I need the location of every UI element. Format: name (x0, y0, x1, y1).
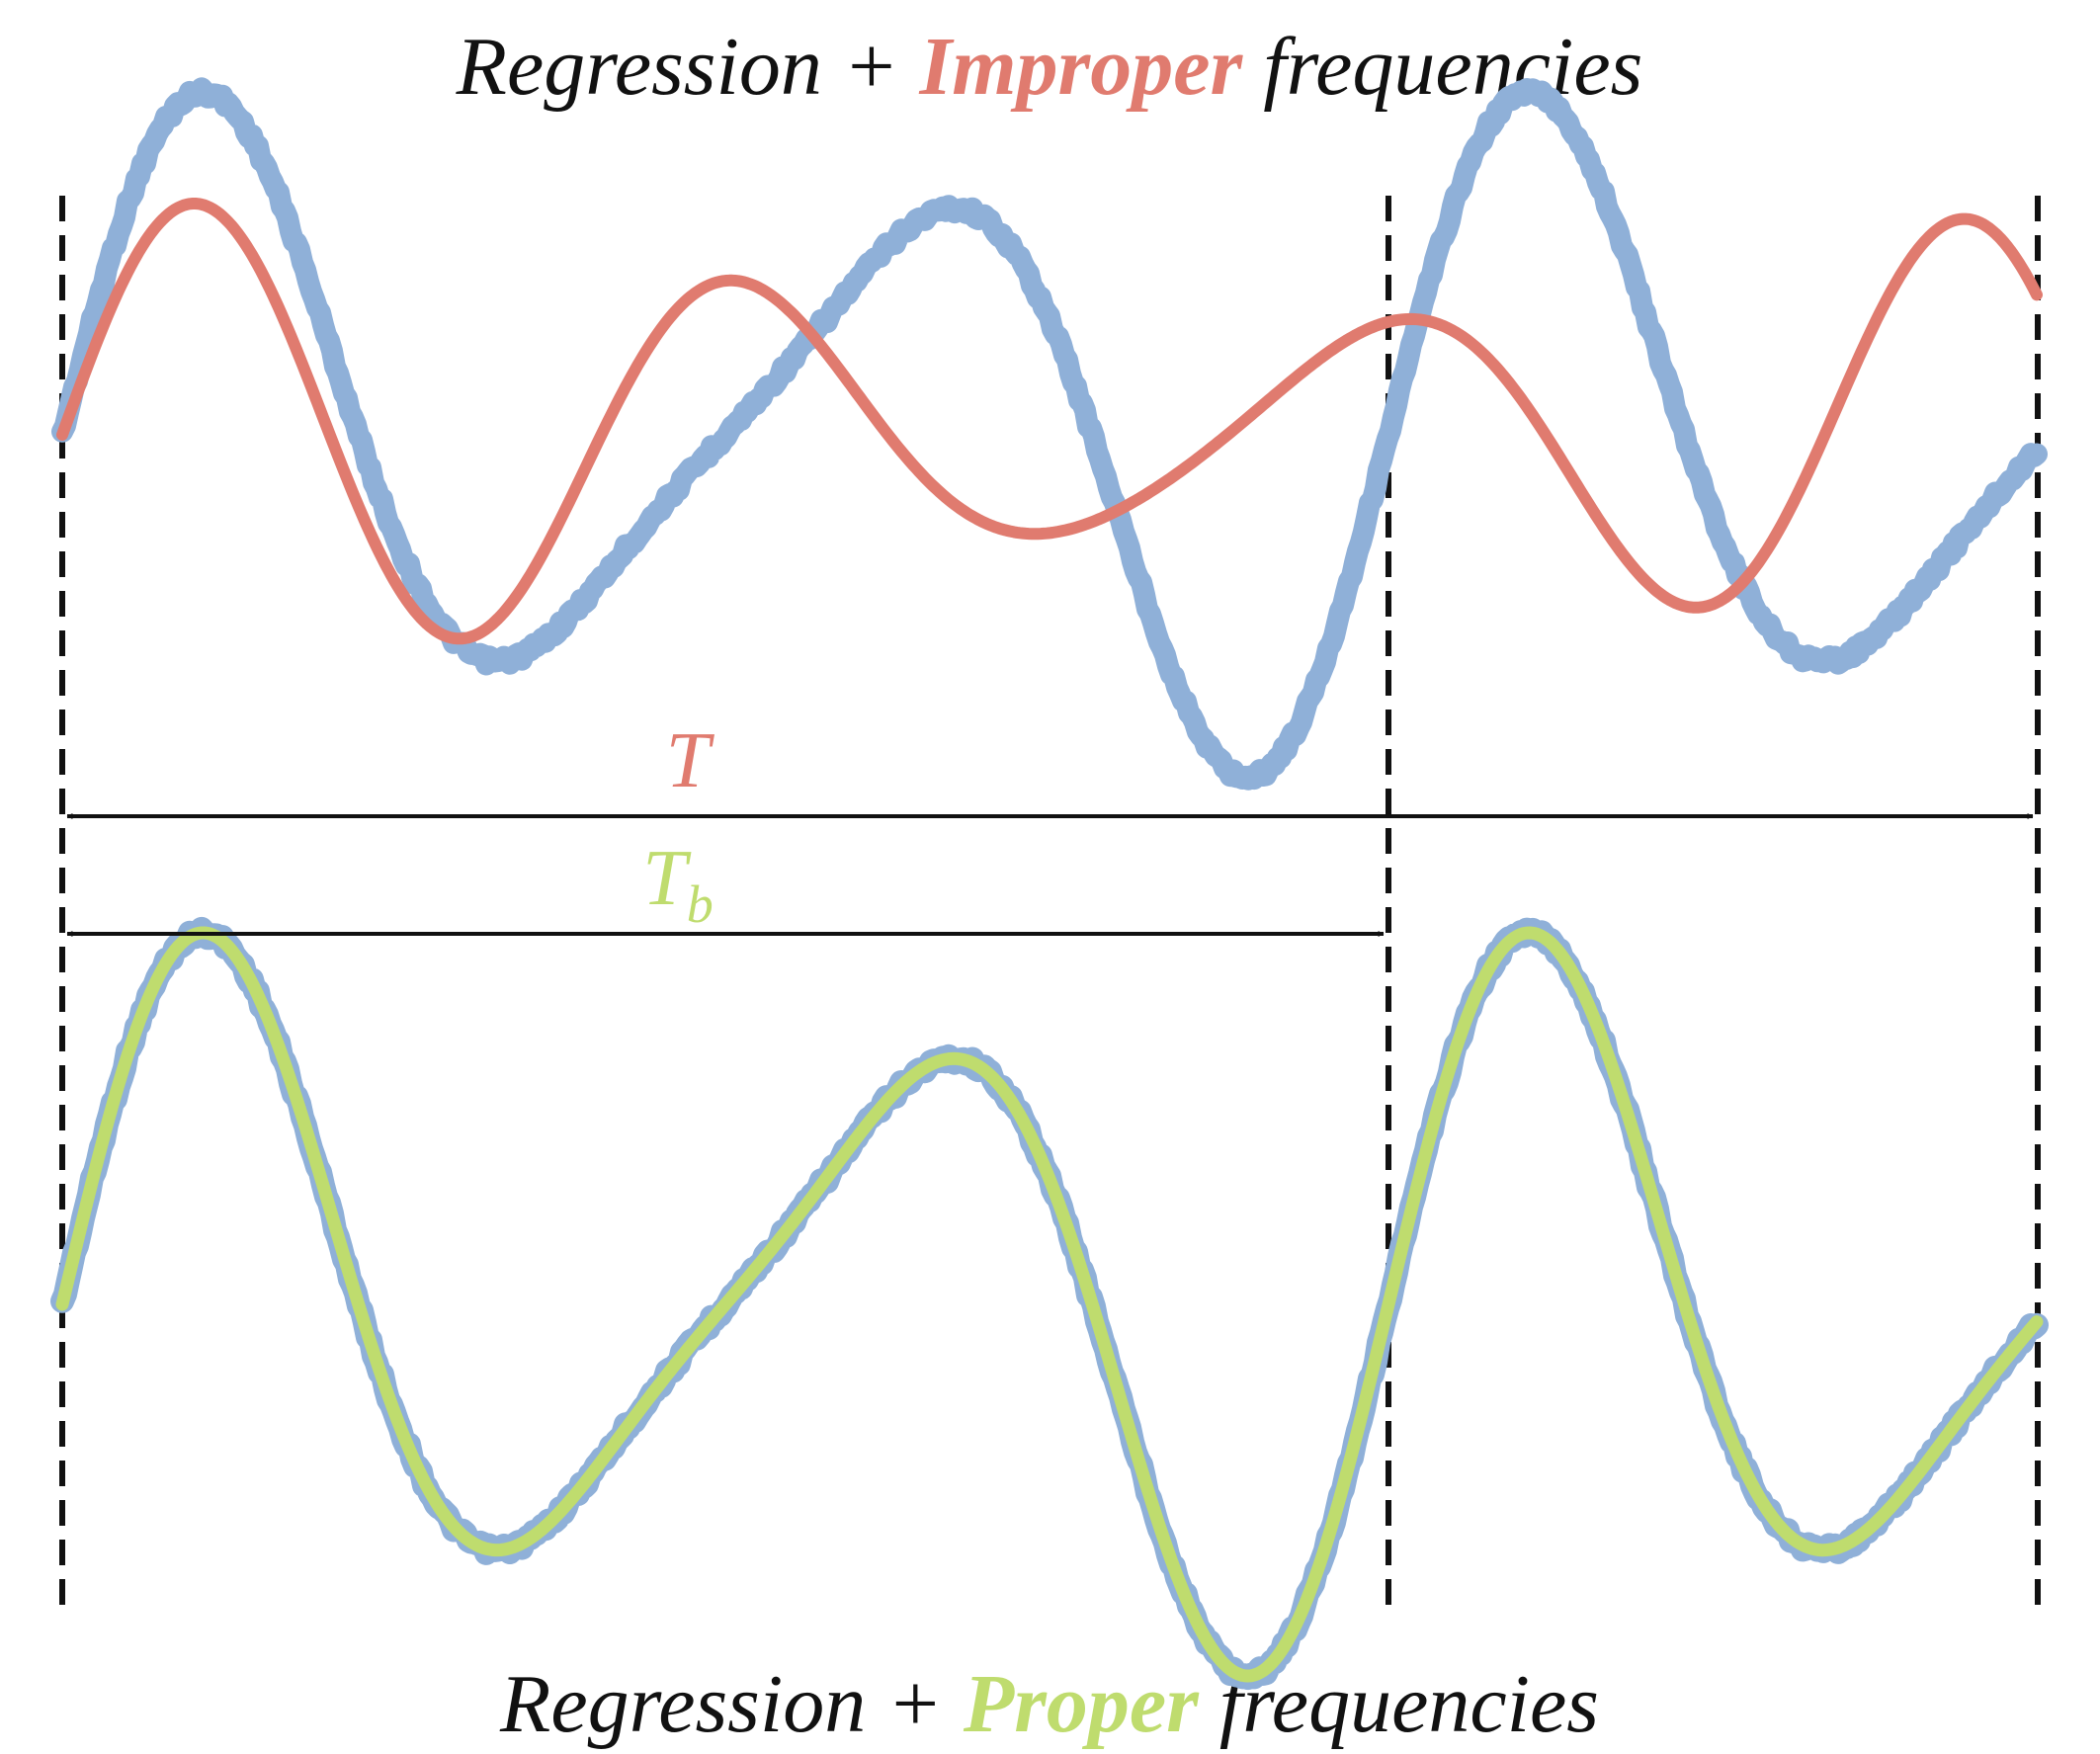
proper-fit-curve (55, 926, 2044, 1683)
top-title: Regression + Improper frequencies (456, 21, 1643, 113)
label-Tb: Tb (642, 835, 714, 934)
bottom-title: Regression + Proper frequencies (499, 1658, 1599, 1750)
top-title-prefix: Regression + (456, 21, 920, 113)
improper-fit-curve (56, 198, 2043, 645)
top-title-suffix: frequencies (1242, 21, 1642, 113)
bottom-title-prefix: Regression + (499, 1658, 964, 1750)
signal-curve-top (51, 77, 2048, 791)
label-Tb-main: T (642, 835, 692, 922)
bottom-title-highlight: Proper (963, 1658, 1200, 1750)
label-T: T (666, 717, 715, 804)
top-title-highlight: Improper (919, 21, 1244, 113)
label-Tb-subscript: b (687, 875, 714, 934)
